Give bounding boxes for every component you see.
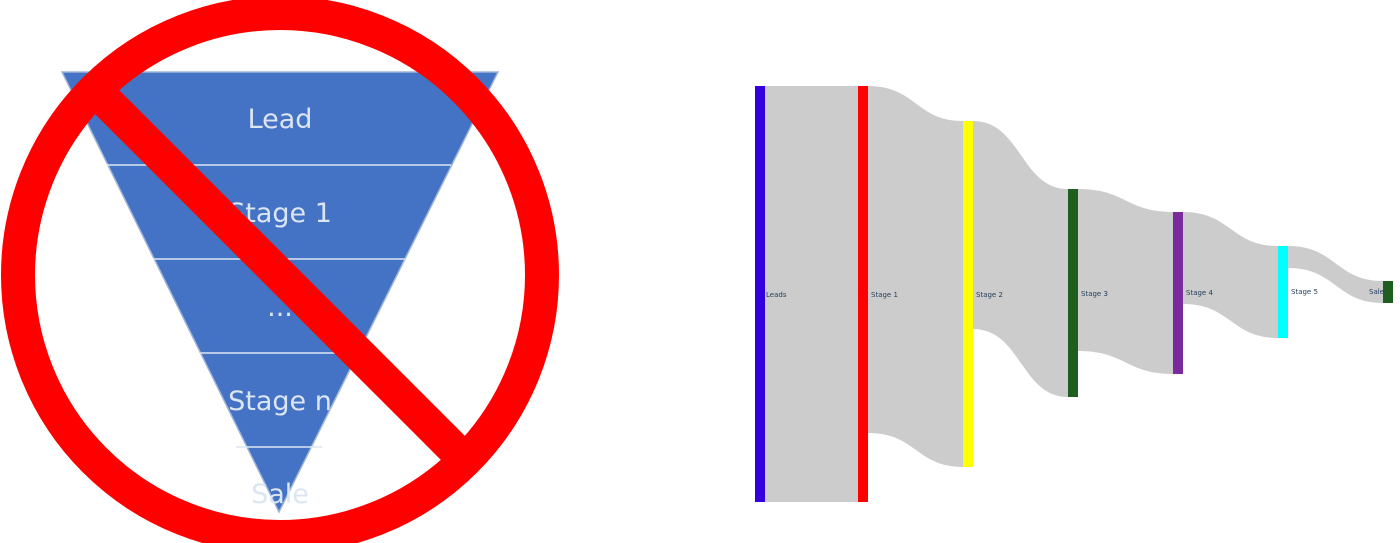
sankey-label-stage-5: Stage 5: [1291, 288, 1318, 296]
sankey-link: [973, 121, 1068, 397]
sankey-link: [1183, 212, 1278, 338]
sankey-label-stage-4: Stage 4: [1186, 289, 1213, 297]
sankey-node-stage-2: [963, 121, 973, 467]
funnel-stage-n: Stage n: [228, 386, 332, 417]
sankey-link: [868, 86, 963, 467]
sankey-diagram: Leads Stage 1 Stage 2 Stage 3 Stage 4 St…: [755, 86, 1393, 502]
sankey-label-stage-3: Stage 3: [1081, 290, 1108, 298]
sankey-label-stage-1: Stage 1: [871, 291, 898, 299]
sankey-node-stage-1: [858, 86, 868, 502]
sankey-label-leads: Leads: [766, 291, 787, 299]
sankey-labels: Leads Stage 1 Stage 2 Stage 3 Stage 4 St…: [766, 288, 1384, 299]
sankey-link: [1078, 189, 1173, 374]
sankey-node-sale: [1383, 281, 1393, 303]
prohibition-slash: [87, 82, 473, 468]
prohibition-ring: [1, 0, 559, 543]
sankey-label-stage-2: Stage 2: [976, 291, 1003, 299]
sankey-node-stage-4: [1173, 212, 1183, 374]
sankey-node-stage-5: [1278, 246, 1288, 338]
sankey-nodes: [755, 86, 1393, 502]
sankey-links: [765, 86, 1383, 502]
sankey-node-leads: [755, 86, 765, 502]
sankey-node-stage-3: [1068, 189, 1078, 397]
funnel-stage-sale: Sale: [251, 479, 309, 510]
funnel-stage-lead: Lead: [248, 104, 313, 135]
sankey-label-sale: Sale: [1369, 288, 1384, 296]
prohibition-icon: [1, 0, 559, 543]
sankey-link: [1288, 246, 1383, 303]
sankey-link: [765, 86, 858, 502]
